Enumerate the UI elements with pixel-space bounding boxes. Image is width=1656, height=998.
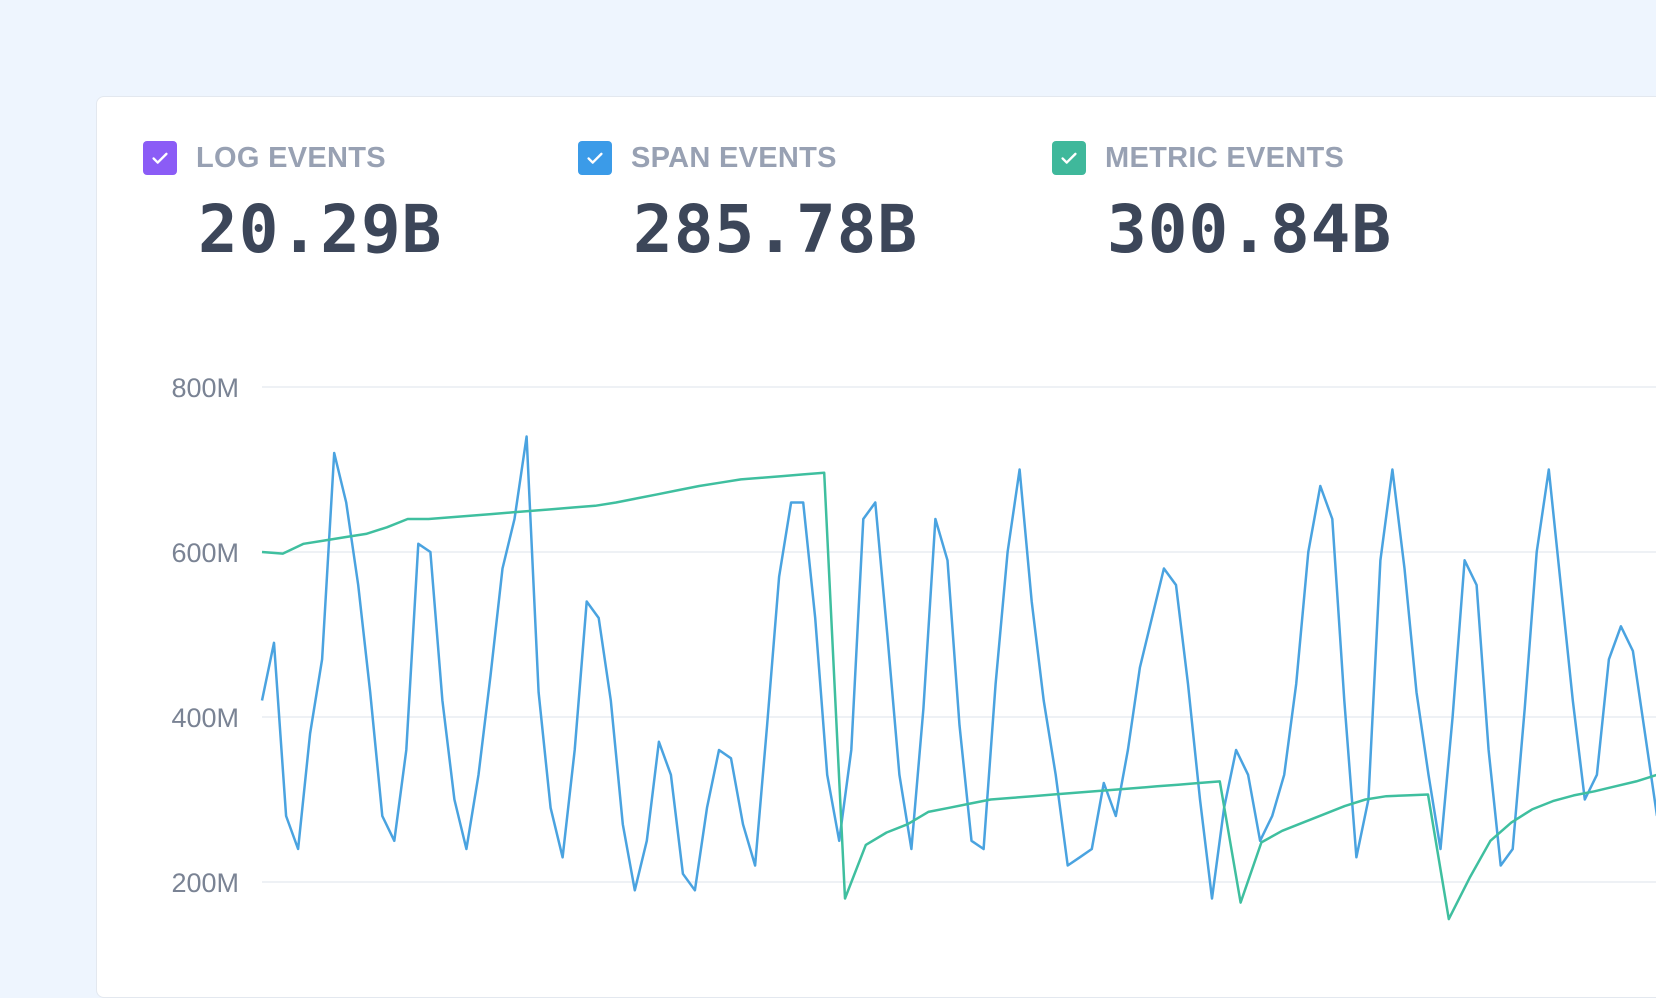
series-line-0 bbox=[260, 435, 1656, 900]
series-line-1 bbox=[261, 471, 1656, 921]
y-tick-label: 600M bbox=[171, 538, 239, 568]
metric-events-stat: METRIC EVENTS 300.84B bbox=[1052, 141, 1392, 268]
events-line-chart: 800M 600M 400M 200M bbox=[171, 373, 1656, 921]
span-events-stat: SPAN EVENTS 285.78B bbox=[578, 141, 918, 268]
y-tick-label: 800M bbox=[171, 373, 239, 403]
log-events-stat: LOG EVENTS 20.29B bbox=[143, 141, 442, 268]
y-tick-label: 400M bbox=[171, 703, 239, 733]
metric-events-value: 300.84B bbox=[1107, 191, 1393, 268]
check-icon bbox=[1061, 152, 1077, 164]
metric-events-label: METRIC EVENTS bbox=[1105, 141, 1345, 174]
check-icon bbox=[587, 152, 603, 164]
metric-events-checkbox[interactable] bbox=[1052, 141, 1086, 175]
log-events-value: 20.29B bbox=[198, 191, 443, 268]
log-events-checkbox[interactable] bbox=[143, 141, 177, 175]
check-icon bbox=[152, 152, 168, 164]
log-events-label: LOG EVENTS bbox=[196, 141, 386, 174]
events-panel: LOG EVENTS 20.29B SPAN EVENTS 285.78B ME… bbox=[96, 96, 1656, 998]
span-events-label: SPAN EVENTS bbox=[631, 141, 837, 174]
span-events-checkbox[interactable] bbox=[578, 141, 612, 175]
span-events-value: 285.78B bbox=[633, 191, 919, 268]
y-tick-label: 200M bbox=[171, 868, 239, 898]
